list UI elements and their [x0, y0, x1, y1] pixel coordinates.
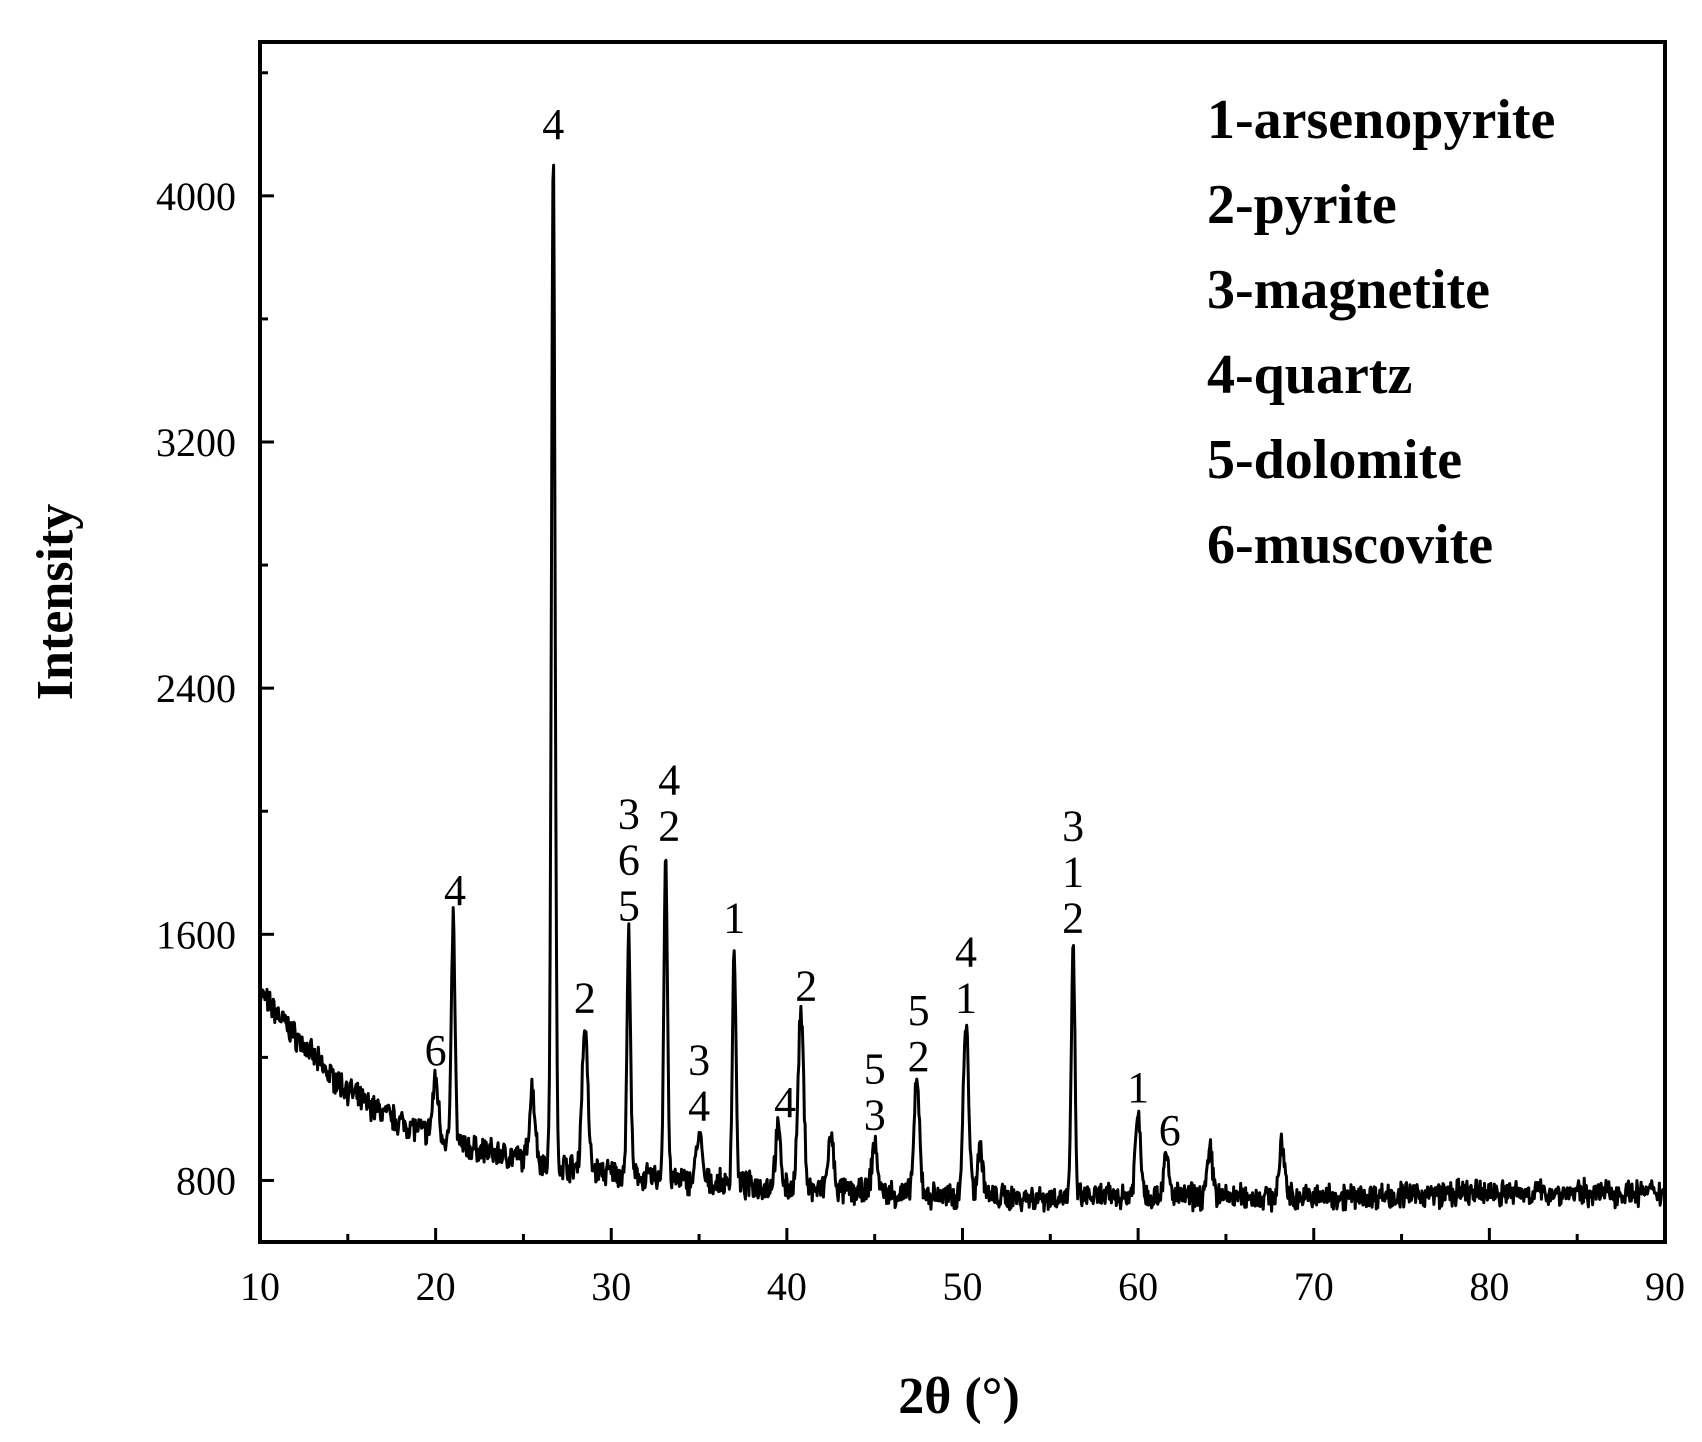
- y-tick-label: 4000: [156, 174, 236, 219]
- peak-label: 6: [618, 835, 640, 884]
- peak-label: 5: [864, 1045, 886, 1094]
- legend-entry: 3-magnetite: [1207, 259, 1490, 321]
- legend-entry: 6-muscovite: [1207, 514, 1493, 576]
- axes-group: 10 20 30 40 50 60 70 80 90 800 1600 2400 3200 4000: [156, 40, 1685, 1309]
- peak-label: 1: [723, 894, 745, 943]
- x-axis-title: 2θ (°): [898, 1368, 1020, 1425]
- y-tick-label: 1600: [156, 912, 236, 957]
- peak-label: 2: [1062, 894, 1084, 943]
- peak-label: 3: [1062, 802, 1084, 851]
- legend: 1-arsenopyrite 2-pyrite 3-magnetite 4-quart…: [1207, 89, 1555, 576]
- x-tick-label: 90: [1645, 1264, 1685, 1309]
- peak-label: 4: [542, 100, 564, 149]
- peak-label: 2: [658, 801, 680, 850]
- peak-label: 1: [1062, 848, 1084, 897]
- x-tick-label: 40: [767, 1264, 807, 1309]
- legend-entry: 1-arsenopyrite: [1207, 89, 1555, 151]
- peak-label: 1: [955, 974, 977, 1023]
- peak-label: 4: [658, 755, 680, 804]
- peak-label: 6: [1159, 1106, 1181, 1155]
- peak-label: 6: [425, 1026, 447, 1075]
- peak-label: 2: [908, 1032, 930, 1081]
- peak-label: 3: [618, 789, 640, 838]
- x-tick-label: 50: [943, 1264, 983, 1309]
- x-tick-label: 30: [591, 1264, 631, 1309]
- peak-label: 4: [774, 1078, 796, 1127]
- x-tick-label: 70: [1294, 1264, 1334, 1309]
- y-tick-label: 800: [176, 1158, 236, 1203]
- peak-label: 5: [618, 881, 640, 930]
- y-tick-label: 2400: [156, 666, 236, 711]
- peak-label: 2: [574, 974, 596, 1023]
- legend-entry: 4-quartz: [1207, 344, 1412, 406]
- y-axis-title: Intensity: [27, 504, 84, 700]
- x-tick-label: 20: [416, 1264, 456, 1309]
- legend-entry: 2-pyrite: [1207, 174, 1397, 236]
- peak-label: 4: [688, 1081, 710, 1130]
- peak-label: 1: [1127, 1063, 1149, 1112]
- peak-label: 3: [864, 1091, 886, 1140]
- trace-group: [258, 163, 1666, 1213]
- y-tick-label: 3200: [156, 420, 236, 465]
- x-tick-label: 10: [240, 1264, 280, 1309]
- peak-label: 3: [688, 1035, 710, 1084]
- peak-label: 5: [908, 986, 930, 1035]
- peak-label: 2: [795, 961, 817, 1010]
- x-tick-label: 60: [1118, 1264, 1158, 1309]
- peak-label: 4: [955, 928, 977, 977]
- x-tick-label: 80: [1469, 1264, 1509, 1309]
- intensity-trace: [258, 163, 1666, 1213]
- peak-label: 4: [444, 866, 466, 915]
- legend-entry: 5-dolomite: [1207, 429, 1462, 491]
- plot-frame: [258, 40, 1667, 1244]
